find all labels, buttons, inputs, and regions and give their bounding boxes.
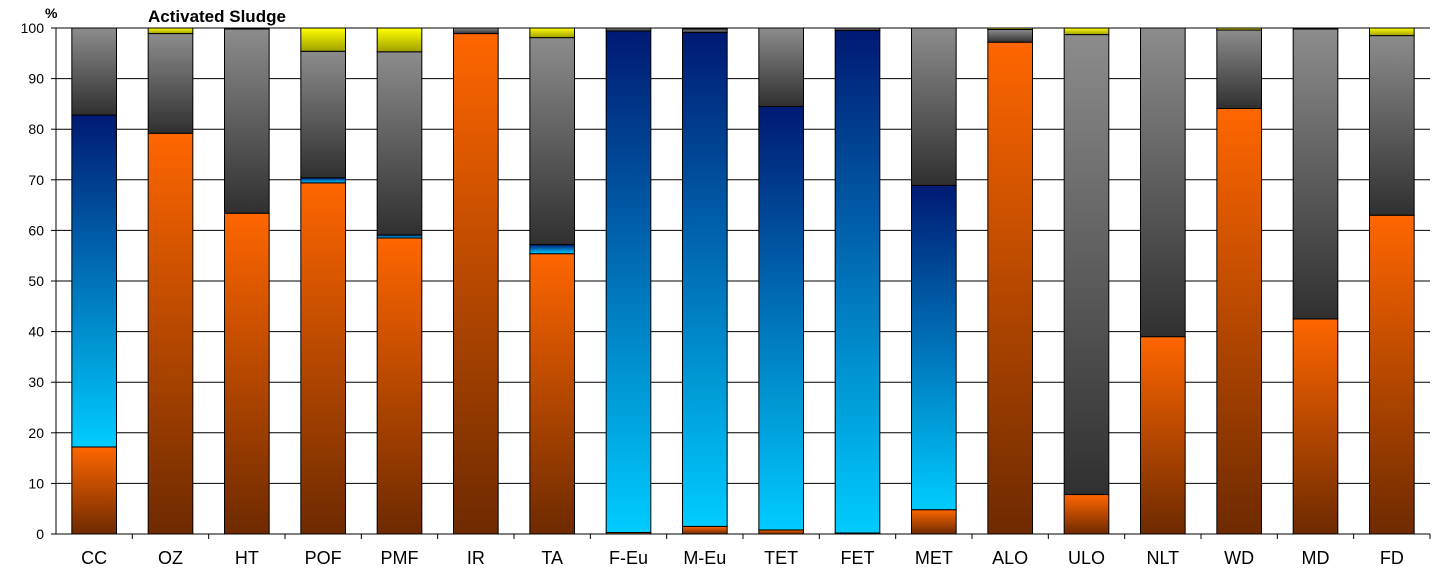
- bar-segment: [1216, 29, 1262, 109]
- bar-segment: [1140, 336, 1186, 535]
- x-tick-label: POF: [305, 548, 342, 568]
- x-tick-label: MD: [1302, 548, 1330, 568]
- x-tick-label: CC: [81, 548, 107, 568]
- bar-segment: [71, 114, 117, 448]
- bar-segment: [758, 27, 804, 107]
- bar-segment: [911, 509, 957, 535]
- bar-segment: [300, 27, 346, 52]
- bar-segment: [911, 27, 957, 186]
- bar-segment: [1369, 214, 1415, 535]
- bar-segment: [1292, 318, 1339, 535]
- bar-segment: [453, 27, 499, 35]
- bar-segment: [758, 529, 804, 535]
- bar-segment: [1216, 107, 1262, 535]
- bar-segment: [1369, 27, 1415, 37]
- bar-segment: [529, 253, 575, 535]
- y-tick-label: 0: [36, 526, 44, 542]
- bar-segment: [911, 184, 957, 511]
- bar-segment: [1216, 27, 1262, 31]
- bar-segment: [758, 105, 804, 531]
- x-tick-label: HT: [235, 548, 259, 568]
- y-tick-label: 60: [28, 222, 44, 238]
- bar-segment: [224, 27, 270, 30]
- x-tick-label: MET: [915, 548, 953, 568]
- gridlines: [56, 27, 1430, 535]
- y-tick-label: 70: [28, 172, 44, 188]
- bar-segment: [682, 525, 728, 535]
- bar-segment: [376, 51, 423, 236]
- bar-segment: [605, 30, 652, 533]
- bar-segment: [376, 237, 423, 535]
- axes: 0 10 20 30 40 50 60 70 80 90 100 CC OZ HT POF PMF IR TA F-…: [21, 20, 1431, 568]
- x-tick-label: WD: [1224, 548, 1254, 568]
- bar-segment: [529, 244, 575, 255]
- bar-segment: [1140, 27, 1186, 338]
- bar-segment: [1369, 35, 1415, 216]
- bar-segment: [529, 27, 575, 39]
- x-tick-label: IR: [467, 548, 485, 568]
- bar-segment: [1292, 27, 1339, 30]
- y-tick-label: 40: [28, 324, 44, 340]
- bar-segment: [300, 50, 346, 179]
- x-tick-label: ULO: [1068, 548, 1105, 568]
- bar-segment: [300, 177, 346, 184]
- bar-segment: [834, 27, 881, 32]
- bar-segment: [453, 33, 499, 535]
- y-tick-label: 90: [28, 71, 44, 87]
- bar-segment: [987, 41, 1033, 535]
- x-tick-label: M-Eu: [683, 548, 726, 568]
- y-tick-label: 50: [28, 273, 44, 289]
- y-axis-unit-label: %: [45, 5, 58, 21]
- x-tick-label: PMF: [381, 548, 419, 568]
- x-tick-label: OZ: [158, 548, 183, 568]
- bars: [71, 27, 1415, 535]
- bar-segment: [147, 132, 194, 535]
- bar-segment: [1063, 34, 1110, 496]
- bar-segment: [987, 27, 1033, 31]
- bar-segment: [834, 30, 881, 534]
- bar-segment: [1292, 28, 1339, 320]
- bar-segment: [71, 27, 117, 116]
- bar-segment: [376, 27, 423, 53]
- bar-segment: [682, 28, 728, 34]
- x-tick-label: FET: [841, 548, 875, 568]
- chart-title: Activated Sludge: [148, 7, 286, 26]
- bar-segment: [224, 28, 270, 214]
- bar-segment: [682, 32, 728, 527]
- bar-segment: [71, 446, 117, 535]
- bar-segment: [987, 29, 1033, 43]
- y-tick-label: 80: [28, 121, 44, 137]
- bar-segment: [300, 182, 346, 535]
- x-tick-label: FD: [1380, 548, 1404, 568]
- bar-segment: [224, 212, 270, 535]
- x-tick-label: F-Eu: [609, 548, 648, 568]
- bar-segment: [1063, 494, 1110, 535]
- y-tick-label: 20: [28, 425, 44, 441]
- x-tick-label: TA: [541, 548, 563, 568]
- bar-segment: [147, 27, 194, 35]
- bar-segment: [529, 37, 575, 246]
- bar-segment: [605, 27, 652, 32]
- bar-segment: [682, 27, 728, 30]
- x-tick-label: ALO: [992, 548, 1028, 568]
- y-tick-label: 10: [28, 475, 44, 491]
- bar-segment: [1063, 27, 1110, 36]
- x-tick-label: TET: [764, 548, 798, 568]
- bar-segment: [147, 33, 194, 134]
- y-tick-label: 30: [28, 374, 44, 390]
- y-tick-label: 100: [21, 20, 45, 36]
- x-tick-label: NLT: [1146, 548, 1179, 568]
